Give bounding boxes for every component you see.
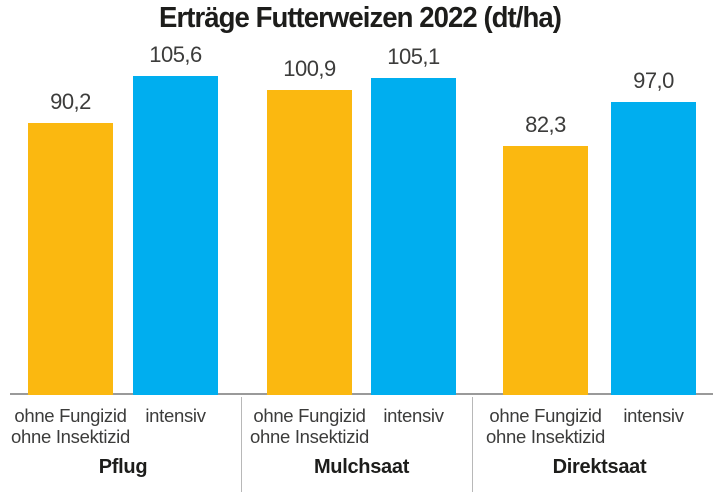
bar-series-label-line: ohne Insektizid <box>250 426 369 447</box>
bar-ohne <box>28 123 113 395</box>
bar-value-label: 105,6 <box>149 42 202 67</box>
bar-intensiv <box>371 78 456 395</box>
bar-series-label: ohne Fungizid ohne Insektizid <box>11 405 130 447</box>
bar-value-label: 82,3 <box>525 112 566 137</box>
bar-ohne <box>503 146 588 395</box>
bar-value-label: 97,0 <box>633 68 674 93</box>
bar-series-label: ohne Fungizid ohne Insektizid <box>486 405 605 447</box>
bar-series-label: intensiv <box>145 405 206 426</box>
bar-ohne <box>267 90 352 395</box>
bar-value-label: 105,1 <box>387 44 440 69</box>
bar-series-label-line: intensiv <box>145 405 206 426</box>
bar-series-label: intensiv <box>383 405 444 426</box>
group-name-label: Mulchsaat <box>313 456 410 478</box>
x-axis-line <box>10 393 713 395</box>
bar-series-label-line: ohne Fungizid <box>489 405 602 426</box>
chart-title: Erträge Futterweizen 2022 (dt/ha) <box>159 2 562 34</box>
bar-series-label-line: intensiv <box>623 405 684 426</box>
bar-series-label-line: ohne Fungizid <box>14 405 127 426</box>
bar-series-label-line: ohne Fungizid <box>253 405 366 426</box>
group-name-label: Direktsaat <box>552 456 647 478</box>
bar-series-label-line: ohne Insektizid <box>486 426 605 447</box>
group-name-label: Pflug <box>98 456 148 478</box>
bar-series-label: ohne Fungizid ohne Insektizid <box>250 405 369 447</box>
group-divider <box>241 397 242 492</box>
bar-intensiv <box>611 102 696 395</box>
bar-series-label: intensiv <box>623 405 684 426</box>
bar-value-label: 90,2 <box>50 89 91 114</box>
bar-series-label-line: intensiv <box>383 405 444 426</box>
bar-series-label-line: ohne Insektizid <box>11 426 130 447</box>
group-divider <box>472 397 473 492</box>
bar-intensiv <box>133 76 218 395</box>
bar-value-label: 100,9 <box>283 56 336 81</box>
